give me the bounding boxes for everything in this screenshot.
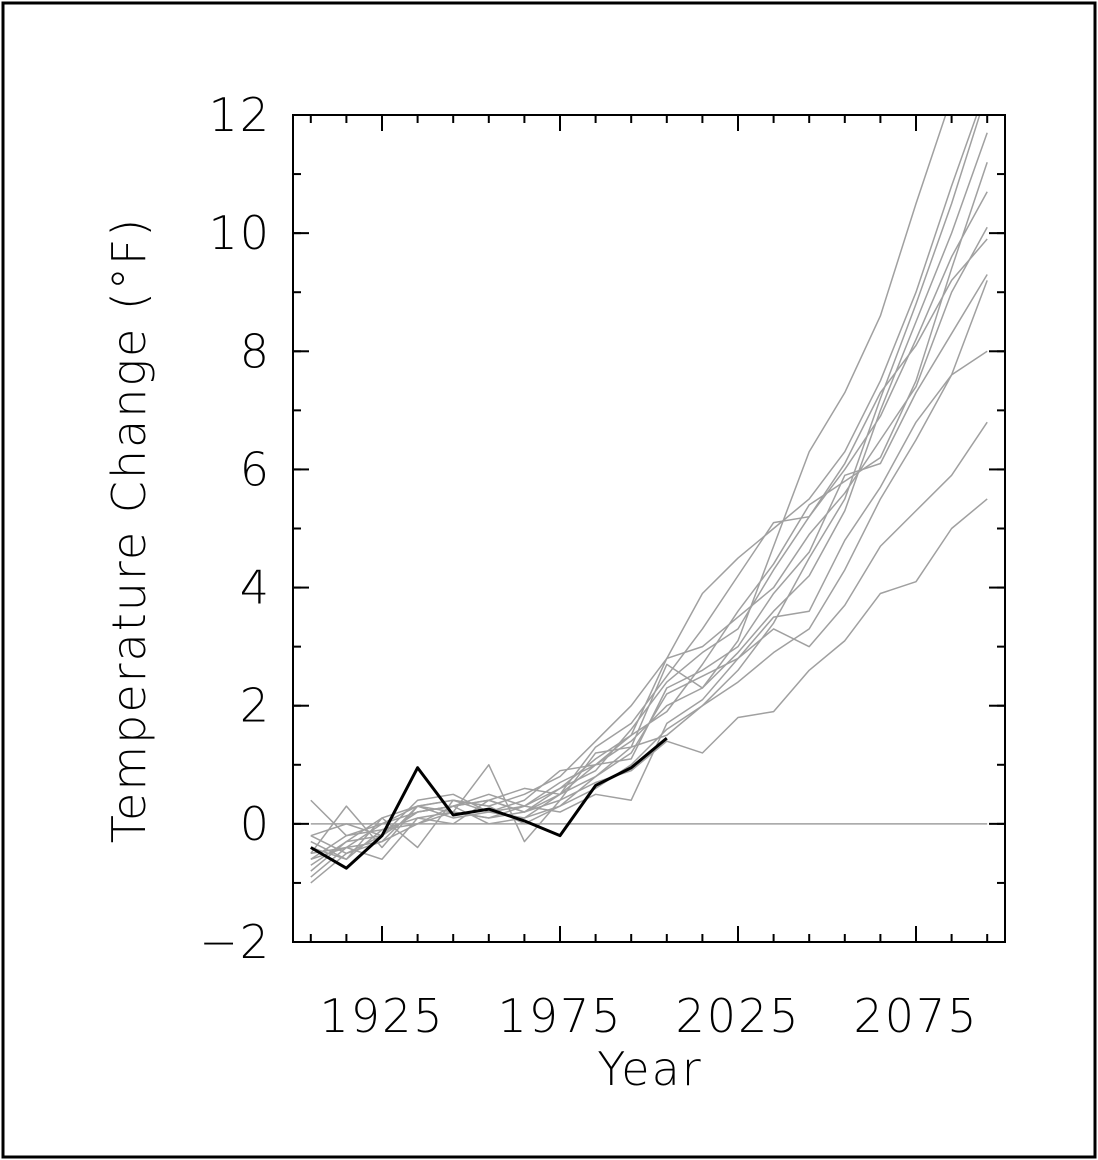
series-line xyxy=(310,226,988,866)
series-line xyxy=(310,421,988,837)
series-line xyxy=(310,115,981,861)
x-tick-label: 1975 xyxy=(497,989,622,1043)
y-tick-label: 6 xyxy=(240,442,271,496)
series-line xyxy=(310,115,947,861)
plot-lines xyxy=(310,115,988,884)
series-line xyxy=(310,274,988,878)
series-line xyxy=(310,238,988,860)
y-tick-label: 0 xyxy=(240,797,271,851)
series-line xyxy=(310,498,988,884)
y-tick-label: 12 xyxy=(208,88,271,142)
series-line xyxy=(310,737,668,870)
y-tick-label: 8 xyxy=(240,324,271,378)
y-tick-label: 10 xyxy=(208,206,271,260)
series-line xyxy=(310,191,988,837)
y-tick-label: 4 xyxy=(240,561,271,615)
series-line xyxy=(310,350,988,855)
series-line xyxy=(310,132,988,855)
x-axis-label: Year xyxy=(597,1042,702,1096)
x-tick-label: 2025 xyxy=(675,989,800,1043)
x-tick-label: 1925 xyxy=(319,989,444,1043)
y-axis-label: Temperature Change (°F) xyxy=(102,217,156,844)
x-tick-label: 2075 xyxy=(853,989,978,1043)
y-tick-label: −2 xyxy=(199,915,271,969)
y-tick-label: 2 xyxy=(240,679,271,733)
